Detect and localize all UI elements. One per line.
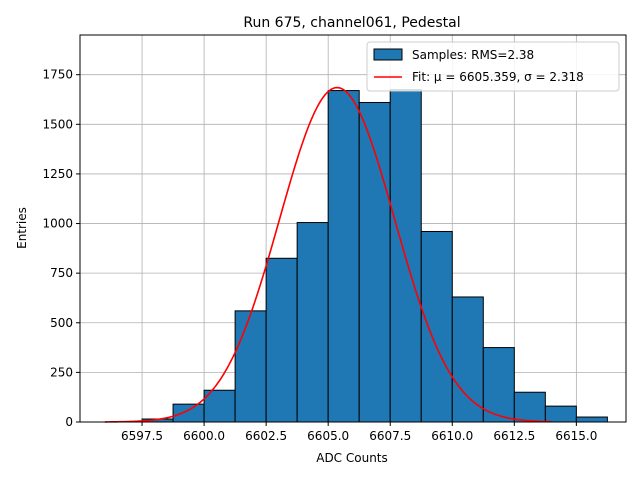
y-axis-label: Entries (15, 207, 29, 249)
histogram-bar (482, 347, 515, 423)
y-tick-label: 1250 (42, 167, 73, 181)
histogram-bar (327, 90, 360, 423)
x-tick-label: 6597.5 (121, 429, 163, 443)
y-tick-label: 500 (50, 316, 73, 330)
legend-box (366, 41, 620, 92)
histogram-bar (451, 296, 484, 423)
x-tick-label: 6600.0 (183, 429, 225, 443)
histogram-bar (544, 405, 577, 423)
x-tick-label: 6607.5 (369, 429, 411, 443)
y-tick-label: 1750 (42, 68, 73, 82)
histogram-bar (513, 391, 546, 423)
y-tick-label: 1000 (42, 217, 73, 231)
histogram-bar (575, 416, 608, 423)
x-axis-label: ADC Counts (316, 451, 388, 465)
fit-curve (104, 86, 552, 423)
y-tick-label: 1500 (42, 117, 73, 131)
y-axis-ticks: 0 250 500 750 1000 1250 1500 1750 (42, 68, 80, 429)
histogram-bar (234, 310, 267, 423)
x-tick-label: 6610.0 (431, 429, 473, 443)
x-axis-ticks: 6597.5 6600.0 6602.5 6605.0 6607.5 6610.0 6612… (121, 422, 597, 443)
y-tick-label: 750 (50, 266, 73, 280)
y-tick-label: 0 (65, 415, 73, 429)
histogram-bars (141, 89, 608, 423)
chart-title: Run 675, channel061, Pedestal (243, 15, 460, 31)
legend: Samples: RMS=2.38 Fit: μ = 6605.359, σ =… (366, 41, 620, 92)
histogram-bar (172, 403, 205, 423)
histogram-bar (265, 257, 298, 423)
plot-frame (79, 34, 627, 423)
histogram-bar (358, 101, 391, 423)
y-tick-label: 250 (50, 365, 73, 379)
histogram-bar (296, 222, 329, 423)
histogram-bar (420, 230, 453, 423)
legend-histogram-swatch (373, 48, 403, 61)
legend-fit-label: Fit: μ = 6605.359, σ = 2.318 (412, 70, 584, 84)
x-tick-label: 6602.5 (245, 429, 287, 443)
x-tick-label: 6605.0 (307, 429, 349, 443)
x-tick-label: 6612.5 (493, 429, 535, 443)
x-tick-label: 6615.0 (555, 429, 597, 443)
legend-histogram-label: Samples: RMS=2.38 (412, 48, 534, 62)
